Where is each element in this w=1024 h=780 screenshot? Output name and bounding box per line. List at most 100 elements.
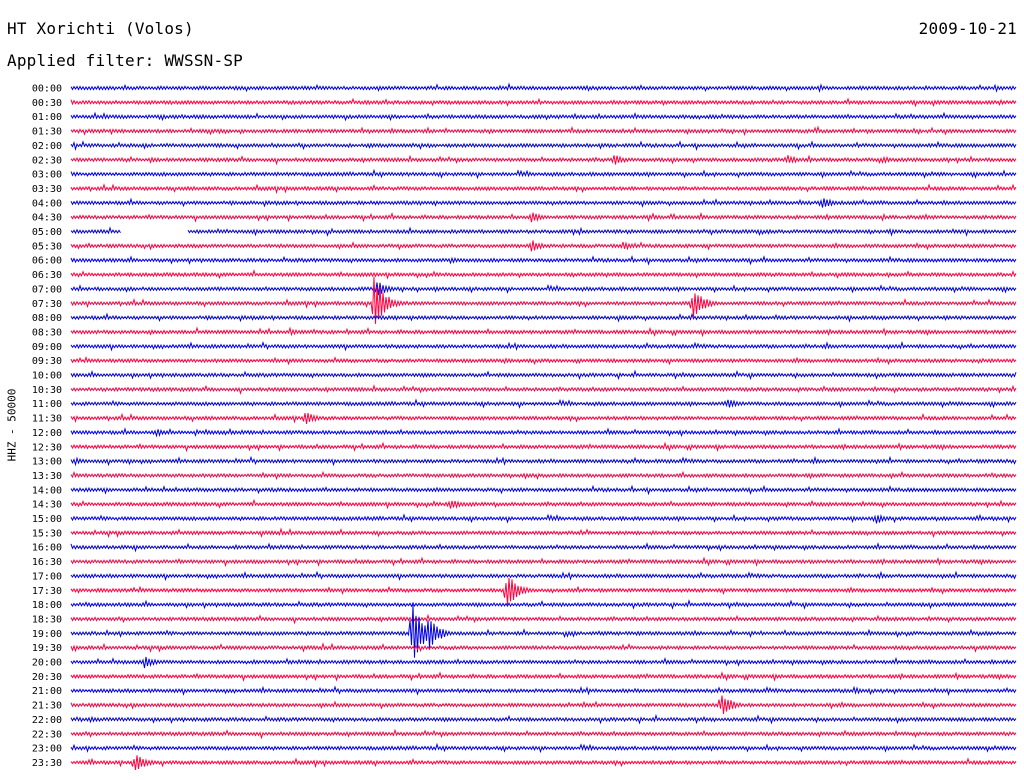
seismic-trace — [70, 211, 1017, 223]
row-label: 23:00 — [32, 744, 62, 755]
row-label: 16:00 — [32, 543, 62, 554]
row-labels: 00:00 00:30 01:00 01:30 02:00 02:30 03:00 03:30… — [32, 84, 62, 769]
row-label: 18:00 — [32, 600, 62, 611]
row-label: 01:30 — [32, 127, 62, 138]
row-label: 06:00 — [32, 256, 62, 267]
seismic-trace — [70, 312, 1017, 323]
row-label: 22:30 — [32, 729, 62, 740]
row-label: 00:00 — [32, 84, 62, 95]
row-label: 03:30 — [32, 184, 62, 195]
row-label: 13:30 — [32, 471, 62, 482]
seismic-trace — [70, 441, 1017, 453]
seismic-trace — [70, 656, 1017, 669]
row-label: 15:00 — [32, 514, 62, 525]
row-label: 04:00 — [32, 198, 62, 209]
row-label: 20:30 — [32, 672, 62, 683]
seismic-trace — [70, 398, 1017, 409]
seismic-trace — [70, 276, 1017, 324]
row-label: 09:00 — [32, 342, 62, 353]
row-label: 22:00 — [32, 715, 62, 726]
row-label: 21:30 — [32, 701, 62, 712]
row-label: 15:30 — [32, 528, 62, 539]
row-label: 18:30 — [32, 614, 62, 625]
row-label: 02:30 — [32, 155, 62, 166]
row-label: 04:30 — [32, 213, 62, 224]
row-label: 12:00 — [32, 428, 62, 439]
row-label: 10:00 — [32, 371, 62, 382]
filter-label: Applied filter: WWSSN-SP — [7, 51, 243, 70]
seismic-trace — [70, 542, 1017, 553]
row-label: 03:00 — [32, 170, 62, 181]
seismic-trace — [70, 369, 1017, 381]
row-label: 07:30 — [32, 299, 62, 310]
seismic-trace — [70, 384, 1017, 395]
seismic-trace — [70, 527, 1017, 539]
seismic-trace — [70, 470, 1017, 481]
seismic-trace — [70, 412, 1017, 424]
row-label: 21:00 — [32, 686, 62, 697]
row-label: 10:30 — [32, 385, 62, 396]
seismic-trace — [70, 340, 1017, 352]
seismic-trace — [70, 97, 1017, 108]
seismic-trace — [70, 685, 1017, 697]
row-label: 23:30 — [32, 758, 62, 769]
seismic-trace — [70, 226, 1017, 237]
seismic-trace — [70, 183, 1017, 195]
seismic-trace — [70, 570, 1017, 582]
row-label: 19:30 — [32, 643, 62, 654]
row-label: 08:00 — [32, 313, 62, 324]
row-label: 11:30 — [32, 414, 62, 425]
seismic-trace — [70, 513, 1017, 524]
row-label: 17:00 — [32, 571, 62, 582]
seismic-trace — [70, 197, 1017, 208]
row-label: 14:00 — [32, 485, 62, 496]
seismic-trace — [70, 604, 1017, 658]
seismic-trace — [70, 671, 1017, 682]
row-label: 02:00 — [32, 141, 62, 152]
date-label: 2009-10-21 — [918, 19, 1017, 38]
seismic-trace — [70, 498, 1017, 510]
row-label: 06:30 — [32, 270, 62, 281]
seismic-trace — [70, 695, 1017, 714]
seismic-trace — [70, 556, 1017, 568]
seismic-trace — [70, 82, 1017, 93]
seismic-trace — [70, 455, 1017, 467]
seismic-trace — [70, 111, 1017, 122]
row-label: 20:00 — [32, 658, 62, 669]
seismic-trace — [70, 728, 1017, 740]
row-label: 07:00 — [32, 284, 62, 295]
seismic-trace — [70, 255, 1017, 266]
seismic-trace — [70, 755, 1017, 770]
row-label: 17:30 — [32, 586, 62, 597]
seismic-trace — [70, 613, 1017, 625]
row-label: 00:30 — [32, 98, 62, 109]
row-label: 05:30 — [32, 241, 62, 252]
row-label: 01:00 — [32, 112, 62, 123]
station-title: HT Xorichti (Volos) — [7, 19, 194, 38]
traces — [70, 82, 1017, 770]
row-label: 09:30 — [32, 356, 62, 367]
row-label: 13:00 — [32, 457, 62, 468]
seismic-trace — [70, 356, 1017, 366]
seismic-trace — [70, 268, 1017, 280]
seismic-trace — [70, 427, 1017, 438]
seismic-trace — [70, 642, 1017, 653]
seismic-trace — [70, 326, 1017, 338]
row-label: 14:30 — [32, 500, 62, 511]
seismic-trace — [70, 484, 1017, 496]
seismic-trace — [70, 577, 1017, 605]
seismic-trace — [70, 168, 1017, 180]
seismic-trace — [70, 140, 1017, 152]
seismic-trace — [70, 125, 1017, 137]
seismic-trace — [70, 240, 1017, 252]
row-label: 08:30 — [32, 327, 62, 338]
seismic-trace — [70, 713, 1017, 725]
row-label: 11:00 — [32, 399, 62, 410]
seismic-trace — [70, 282, 1017, 296]
seismic-trace — [70, 599, 1017, 610]
seismic-trace — [70, 154, 1017, 166]
row-label: 19:00 — [32, 629, 62, 640]
row-label: 12:30 — [32, 442, 62, 453]
row-label: 05:00 — [32, 227, 62, 238]
